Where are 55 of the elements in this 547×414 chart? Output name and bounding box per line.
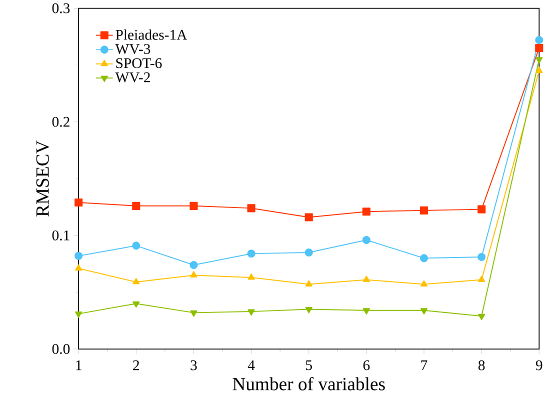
point (536, 66, 543, 74)
legend-label: WV-2 (115, 72, 150, 82)
point (536, 57, 543, 64)
point (304, 213, 313, 222)
y-tick-label: 0.2 (52, 116, 70, 127)
point (75, 312, 82, 318)
point (420, 308, 428, 315)
legend-label: SPOT-6 (116, 58, 162, 68)
point (132, 278, 140, 284)
point (362, 208, 370, 216)
x-tick-label: 4 (248, 360, 255, 370)
point (420, 254, 428, 262)
point (132, 242, 140, 250)
point (132, 301, 140, 308)
point (247, 204, 256, 212)
y-tick-label: 0.3 (52, 3, 70, 14)
point (478, 314, 486, 320)
point (248, 274, 255, 280)
point (305, 280, 312, 287)
x-tick-label: 2 (133, 360, 140, 370)
x-tick-label: 8 (478, 360, 485, 370)
point (190, 310, 198, 317)
point (132, 202, 140, 210)
point (74, 252, 83, 260)
point (362, 236, 370, 244)
legend-label: Pleiades-1A (116, 30, 188, 40)
point (362, 308, 370, 315)
y-tick-label: 0.1 (52, 230, 70, 241)
point (190, 261, 198, 270)
x-axis-title: Number of variables (232, 377, 385, 390)
x-tick-label: 6 (363, 360, 370, 370)
y-axis-title: RMSECV (36, 140, 49, 217)
point (305, 307, 312, 314)
x-tick-label: 3 (190, 360, 197, 370)
point (190, 271, 198, 278)
point (304, 248, 313, 257)
x-tick-label: 9 (536, 360, 542, 370)
point (478, 276, 486, 282)
x-tick-label: 1 (76, 360, 82, 370)
point (247, 250, 256, 258)
point (190, 202, 198, 210)
y-tick-label: 0.0 (52, 344, 70, 354)
point (478, 205, 486, 214)
point (478, 253, 486, 262)
x-tick-label: 7 (421, 360, 428, 370)
point (248, 309, 255, 316)
point (74, 198, 83, 207)
point (75, 264, 82, 271)
point (362, 276, 370, 282)
point (420, 206, 428, 215)
point (535, 36, 544, 44)
legend-label: WV-3 (115, 44, 150, 54)
x-tick-label: 5 (306, 360, 312, 370)
point (535, 44, 544, 52)
point (420, 280, 428, 287)
